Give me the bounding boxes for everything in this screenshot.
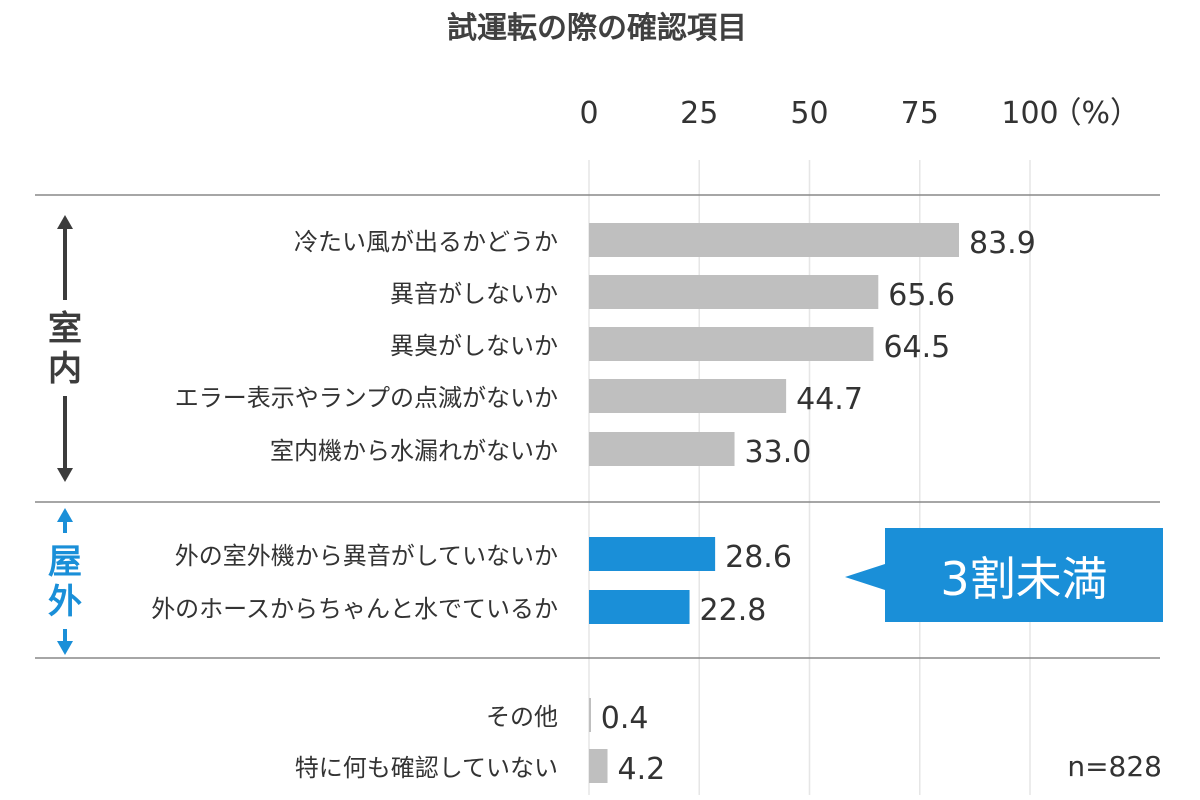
value-label: 4.2 (618, 752, 666, 787)
group-label: 室 (48, 309, 82, 349)
group-label: 内 (48, 349, 82, 389)
x-tick-label: 50 (790, 96, 828, 131)
category-label: 異音がしないか (390, 280, 558, 308)
callout-text: 3割未満 (940, 552, 1107, 606)
category-label: 冷たい風が出るかどうか (294, 228, 558, 256)
bar (589, 590, 690, 624)
x-unit-label: （%） (1051, 96, 1140, 131)
bar (589, 275, 879, 309)
value-label: 28.6 (725, 540, 792, 575)
bar (589, 379, 787, 413)
group-label: 外 (48, 582, 82, 622)
category-label: 外の室外機から異音がしていないか (175, 542, 558, 570)
x-tick-label: 100 (1001, 96, 1058, 131)
value-label: 22.8 (700, 593, 767, 628)
arrow-up-icon (57, 215, 73, 229)
category-label: エラー表示やランプの点滅がないか (175, 384, 558, 412)
bar (589, 698, 591, 732)
value-label: 65.6 (888, 278, 955, 313)
category-label: 異臭がしないか (390, 332, 558, 360)
group-label: 屋 (48, 542, 82, 582)
callout-box (845, 528, 1163, 622)
bar (589, 537, 716, 571)
value-label: 0.4 (601, 701, 649, 736)
arrow-down-icon (57, 468, 73, 482)
chart-title: 試運転の際の確認項目 (447, 11, 747, 46)
arrow-down-icon (57, 641, 73, 655)
bar (589, 749, 608, 783)
sample-size-note: n=828 (1067, 750, 1162, 783)
x-tick-label: 0 (579, 96, 598, 131)
value-label: 83.9 (969, 226, 1036, 261)
category-label: 室内機から水漏れがないか (270, 437, 558, 465)
bar (589, 432, 735, 466)
arrow-up-icon (57, 508, 73, 522)
category-label: その他 (486, 703, 558, 731)
category-label: 外のホースからちゃんと水でているか (151, 595, 558, 623)
bar (589, 327, 874, 361)
group-bracket: 室内 (48, 215, 82, 482)
bar (589, 223, 959, 257)
group-bracket: 屋外 (48, 508, 82, 655)
x-tick-label: 75 (901, 96, 939, 131)
x-tick-label: 25 (680, 96, 718, 131)
value-label: 64.5 (883, 330, 950, 365)
value-label: 33.0 (745, 435, 812, 470)
callout: 3割未満 (845, 528, 1163, 622)
value-label: 44.7 (796, 382, 863, 417)
category-label: 特に何も確認していない (295, 754, 558, 782)
